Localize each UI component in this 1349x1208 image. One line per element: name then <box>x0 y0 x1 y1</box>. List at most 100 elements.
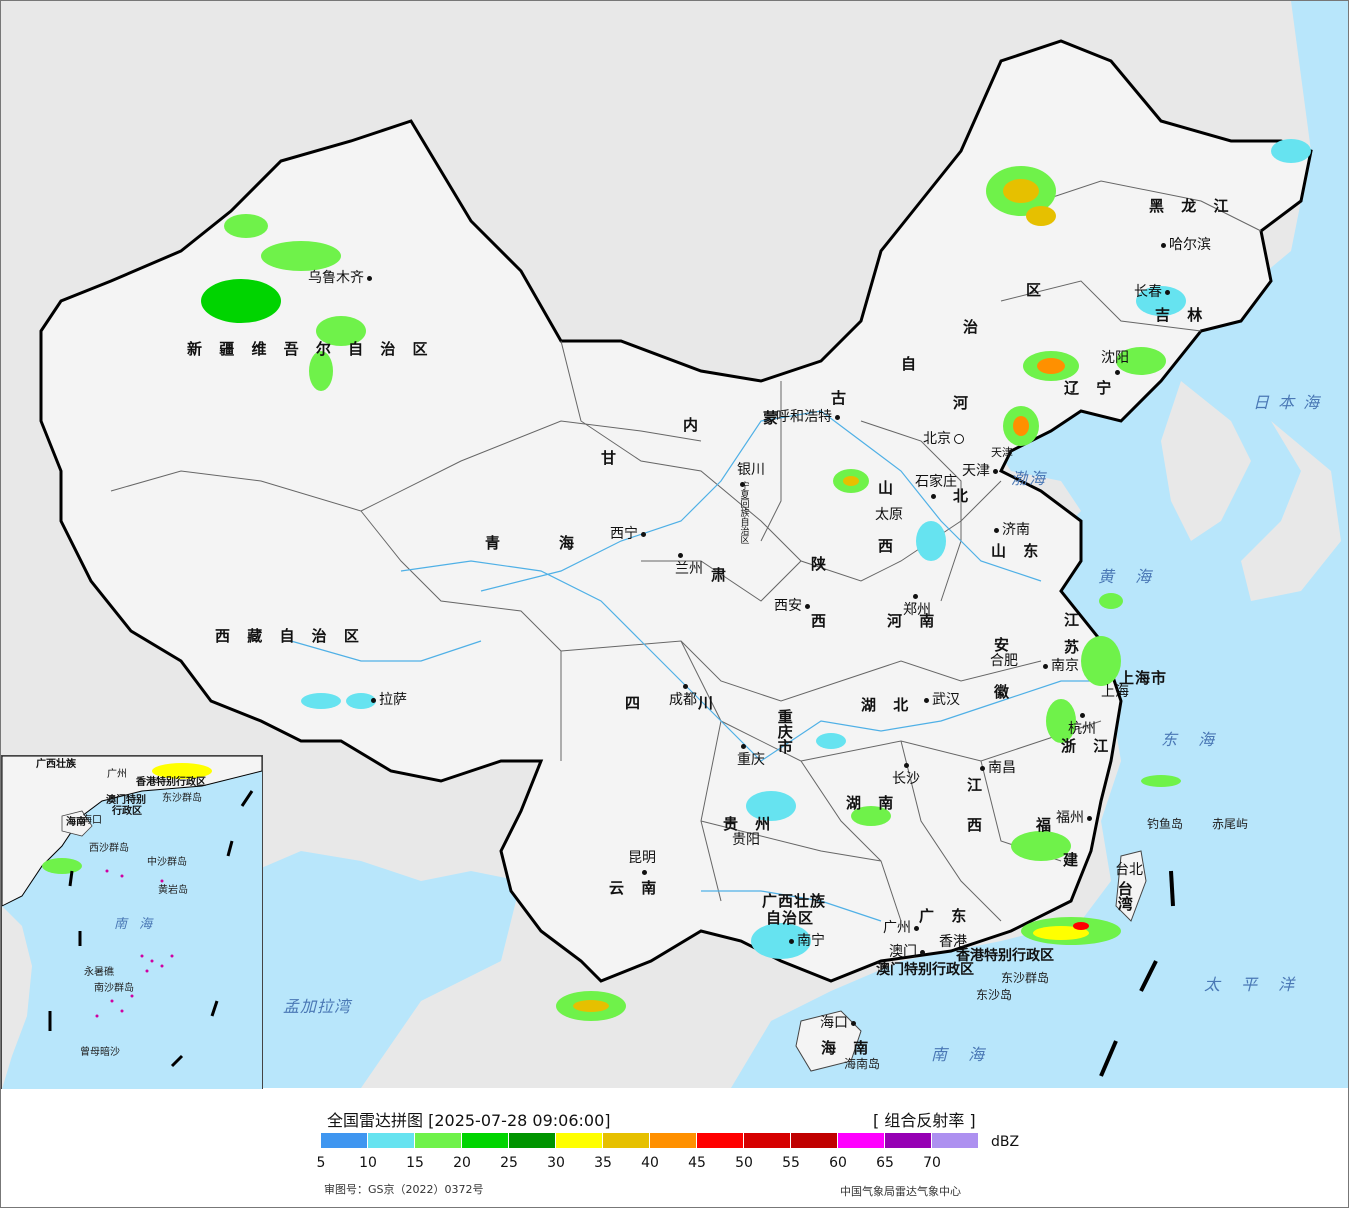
city-dot <box>741 743 746 749</box>
echo-jiangsu <box>1081 636 1121 686</box>
province-label-guangxi-1: 广西壮族 <box>762 892 827 910</box>
color-scale-swatch <box>603 1133 650 1148</box>
inset-echo-vietnam <box>42 858 82 874</box>
city-hongkong: 香港 <box>939 934 967 950</box>
echo-hunan <box>851 806 891 826</box>
hainan-island <box>795 1010 862 1072</box>
sea-bohai: 渤海 <box>1011 469 1048 488</box>
echo-huanghai <box>1099 593 1123 609</box>
city-changchun: 长春 <box>1134 285 1173 299</box>
color-scale-tick-label: 55 <box>782 1155 800 1171</box>
city-xian: 西安 <box>774 599 813 613</box>
echo-shanxi-core <box>843 476 859 486</box>
echo-xinjiang-2 <box>261 241 341 271</box>
color-scale-tick-label: 70 <box>923 1155 941 1171</box>
color-scale-tick-label: 5 <box>316 1155 326 1171</box>
color-scale-swatch <box>415 1133 462 1148</box>
inset-label-guangxi: 广西壮族 <box>36 759 76 770</box>
city-hangzhou: 杭州 <box>1068 708 1096 736</box>
province-label-hebei-2: 北 <box>953 487 975 505</box>
sea-bay-of-bengal: 孟加拉湾 <box>283 997 352 1016</box>
province-label-qinghai-2: 海 <box>559 534 581 552</box>
echo-fujian <box>1011 831 1071 861</box>
color-scale-tick-label: 60 <box>829 1155 847 1171</box>
city-dot <box>683 683 688 689</box>
legend-product: [ 组合反射率 ] <box>873 1111 976 1130</box>
city-macau: 澳门 <box>889 945 928 959</box>
sea-pacific: 太 平 洋 <box>1204 975 1303 994</box>
china-land <box>39 39 1313 983</box>
inset-label-zhongsha: 中沙群岛 <box>147 857 187 868</box>
color-scale-swatch <box>462 1133 509 1148</box>
color-scale-tick-label: 30 <box>547 1155 565 1171</box>
city-kunming: 昆明 <box>628 851 656 879</box>
province-label-fujian-1: 福 <box>1036 816 1058 834</box>
city-haikou: 海口 <box>820 1016 859 1030</box>
color-scale-swatch <box>838 1133 885 1148</box>
city-dot <box>924 697 929 703</box>
province-label-chongqing: 重庆市 <box>775 709 794 754</box>
inset-label-huangyan: 黄岩岛 <box>158 885 188 896</box>
south-china-sea-inset: 广西壮族 广州 澳门特别 行政区 香港特别行政区 东沙群岛 海南 海口 西沙群岛… <box>1 755 263 1090</box>
province-label-macau-sar: 澳门特别行政区 <box>876 962 974 978</box>
island-chiweiyu: 赤尾屿 <box>1212 817 1249 831</box>
inset-label-macau-sar: 澳门特别 <box>106 795 146 806</box>
legend-unit: dBZ <box>991 1134 1020 1150</box>
city-wuhan: 武汉 <box>921 693 960 707</box>
province-label-shanxi-1: 山 <box>878 479 900 497</box>
echo-tibet-2 <box>346 693 376 709</box>
city-shijiazhuang: 石家庄 <box>915 475 957 503</box>
color-scale-swatch <box>509 1133 556 1148</box>
island-hainan-dao: 海南岛 <box>844 1057 881 1071</box>
bay-of-bengal-area <box>231 851 521 1088</box>
city-taibei: 台北 <box>1115 862 1143 878</box>
inset-echo-guangdong <box>152 763 212 779</box>
color-scale-tick-label: 65 <box>876 1155 894 1171</box>
island-dongsha-qundao: 东沙群岛 <box>1001 971 1050 985</box>
province-label-shaanxi-2: 西 <box>811 612 833 630</box>
city-beijing: 北京 <box>923 432 967 446</box>
color-scale-swatch <box>791 1133 838 1148</box>
province-label-guangxi-2: 自治区 <box>766 909 815 927</box>
province-label-jiangsu-1: 江 <box>1064 611 1086 629</box>
city-dot <box>920 949 925 955</box>
color-scale-tick-label: 35 <box>594 1155 612 1171</box>
inset-label-nanhai: 南 海 <box>114 917 157 932</box>
city-nanchang: 南昌 <box>977 761 1016 775</box>
echo-guangxi <box>751 923 811 959</box>
city-dot <box>835 414 840 420</box>
inset-label-nansha: 南沙群岛 <box>94 983 134 994</box>
province-label-gansu-2: 肃 <box>711 566 733 584</box>
echo-guangdong-peak <box>1073 922 1089 930</box>
echo-liaoning-2 <box>1116 347 1166 375</box>
city-dot <box>641 531 646 537</box>
echo-neimeng-east-core <box>1003 179 1039 203</box>
capital-icon <box>954 434 964 444</box>
city-dot <box>371 697 376 703</box>
color-scale-swatch <box>697 1133 744 1148</box>
city-xining: 西宁 <box>610 527 649 541</box>
city-jinan: 济南 <box>991 523 1030 537</box>
province-label-neimenggu-5: 治 <box>963 318 985 336</box>
city-fuzhou: 福州 <box>1056 811 1095 825</box>
inset-label-macau-sar-2: 行政区 <box>112 806 142 817</box>
legend-panel: 全国雷达拼图 [2025-07-28 09:06:00] [ 组合反射率 ] d… <box>1 1089 1348 1207</box>
color-scale-tick-label: 10 <box>359 1155 377 1171</box>
color-scale-tick-label: 50 <box>735 1155 753 1171</box>
city-tianjin-small: 天津 <box>991 446 1013 459</box>
city-dot <box>914 925 919 931</box>
echo-xinjiang-3 <box>224 214 268 238</box>
province-label-gansu-1: 甘 <box>601 449 623 467</box>
sea-japan: 日 本 海 <box>1253 393 1322 412</box>
inset-label-hk-sar: 香港特别行政区 <box>136 777 206 788</box>
province-label-jiangxi-1: 江 <box>967 776 989 794</box>
city-dot <box>913 593 918 599</box>
echo-tibet-1 <box>301 693 341 709</box>
map-review-number: 审图号：GS京（2022）0372号 <box>324 1183 484 1196</box>
taiwan-island <box>1115 850 1147 922</box>
city-guiyang: 贵阳 <box>732 832 760 848</box>
province-label-henan: 河 南 <box>887 612 941 630</box>
city-dot <box>678 552 683 558</box>
province-label-neimenggu-4: 自 <box>901 355 923 373</box>
city-lanzhou: 兰州 <box>675 548 703 576</box>
